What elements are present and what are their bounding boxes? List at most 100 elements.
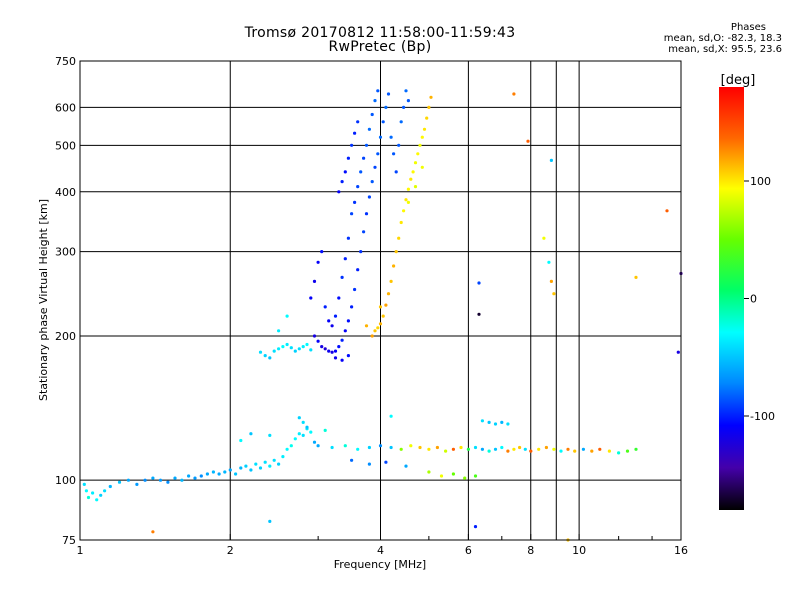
data-point [312, 440, 317, 444]
x-tick-label: 8 [527, 544, 534, 557]
data-point [272, 349, 276, 353]
data-point [343, 170, 347, 174]
data-point [493, 422, 498, 426]
data-point [281, 345, 285, 349]
data-point [343, 257, 347, 261]
data-point [370, 112, 374, 117]
data-point [378, 444, 383, 448]
data-point [258, 466, 263, 470]
data-point [404, 464, 408, 468]
data-point [143, 478, 147, 482]
data-points [82, 89, 683, 542]
data-point [404, 198, 408, 202]
data-point [386, 292, 391, 296]
data-point [373, 99, 377, 103]
data-point [268, 356, 272, 360]
data-point [459, 445, 463, 450]
data-point [135, 482, 139, 486]
data-point [99, 493, 103, 497]
data-point [346, 319, 350, 323]
data-point [289, 346, 293, 350]
data-point [392, 264, 396, 268]
data-point [211, 470, 215, 474]
axis-ticks: 75 100 200 300 400 500 600 750 1 2 4 6 8 10 16 [55, 55, 688, 557]
colorbar-label: [deg] [721, 73, 756, 88]
data-point [559, 449, 563, 453]
x-tick-label: 6 [465, 544, 472, 557]
data-point [91, 491, 95, 495]
data-point [370, 180, 374, 184]
data-point [82, 482, 86, 486]
data-point [435, 445, 439, 450]
data-point [340, 358, 344, 362]
data-point [549, 158, 554, 162]
data-point [323, 305, 327, 309]
data-point [500, 445, 504, 450]
data-point [451, 472, 455, 476]
data-point [413, 185, 418, 189]
data-point [340, 275, 344, 279]
data-point [277, 347, 281, 351]
data-point [378, 305, 383, 309]
x-axis-label: Frequency [MHz] [334, 558, 426, 571]
data-point [598, 447, 602, 451]
x-tick-label: 2 [227, 544, 234, 557]
data-point [343, 329, 347, 333]
data-point [277, 329, 281, 333]
data-point [312, 279, 317, 283]
data-point [552, 447, 556, 451]
data-point [316, 339, 320, 343]
data-point [384, 460, 388, 464]
data-point [340, 180, 344, 184]
data-point [320, 250, 324, 254]
data-point [364, 212, 369, 216]
data-point [356, 268, 360, 272]
data-point [544, 445, 549, 450]
data-point [340, 338, 344, 342]
data-point [480, 447, 484, 451]
data-point [166, 480, 170, 484]
data-point [451, 447, 455, 451]
data-point [542, 236, 546, 240]
data-point [199, 474, 203, 478]
data-point [173, 476, 177, 480]
data-point [370, 334, 374, 338]
data-point [384, 303, 388, 307]
data-point [549, 279, 554, 283]
y-axis-label: Stationary phase Virtual Height [km] [37, 199, 50, 401]
data-point [526, 139, 530, 143]
chart-subtitle: RwPretec (Bp) [328, 39, 432, 55]
data-point [381, 314, 385, 318]
data-point [223, 470, 227, 474]
data-point [281, 455, 285, 459]
data-point [333, 349, 338, 353]
data-point [399, 447, 403, 451]
x-tick-label: 10 [572, 544, 586, 557]
grid-lines [80, 61, 681, 540]
data-point [327, 349, 331, 353]
data-point [234, 472, 238, 476]
data-point [285, 314, 289, 318]
data-point [376, 152, 380, 156]
data-point [95, 498, 99, 502]
data-point [350, 212, 354, 216]
data-point [573, 449, 577, 453]
data-point [346, 156, 350, 160]
data-point [473, 445, 478, 450]
data-point [151, 476, 155, 480]
data-point [373, 165, 377, 169]
data-point [350, 143, 354, 147]
data-point [205, 472, 209, 476]
data-point [617, 451, 621, 455]
data-point [350, 458, 354, 462]
data-point [285, 447, 289, 451]
data-point [263, 354, 267, 358]
data-point [378, 322, 383, 326]
data-point [356, 185, 360, 189]
data-point [323, 428, 327, 432]
data-point [316, 444, 320, 448]
data-point [389, 445, 393, 450]
data-point [581, 447, 586, 451]
